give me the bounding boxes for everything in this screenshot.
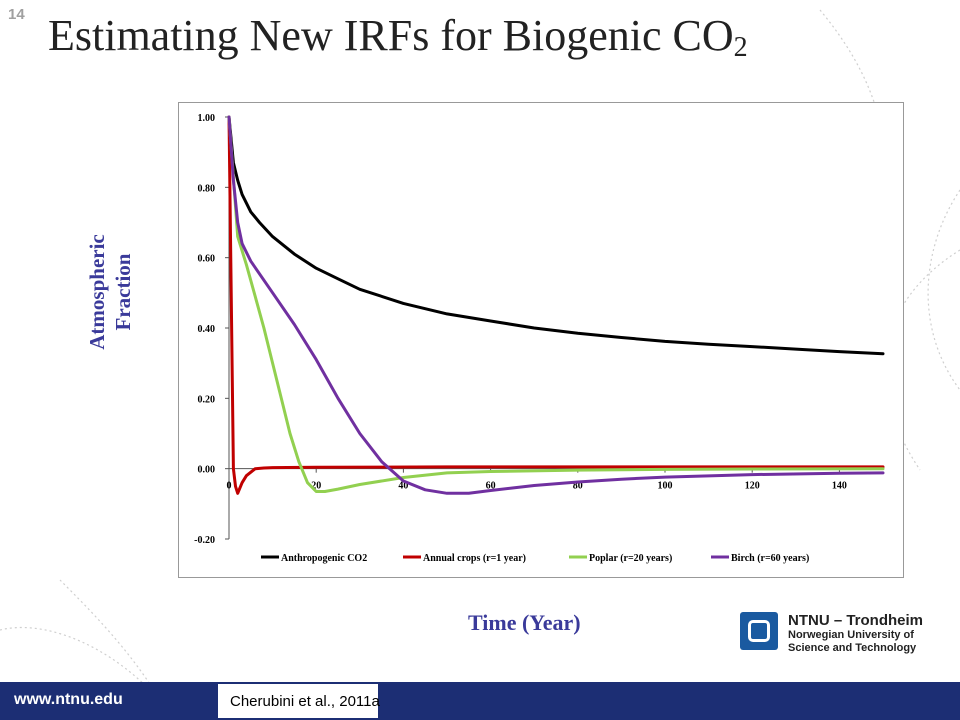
line-chart: 1.00 0.80 0.60 0.40 0.20 0.00 -0.20 0 20 40 60 80 10… — [194, 113, 885, 564]
footer-url-link[interactable]: www.ntnu.edu — [14, 691, 123, 708]
slide-title-main: Estimating New IRFs for Biogenic CO — [48, 11, 734, 60]
x-tick-label: 20 — [311, 481, 321, 492]
y-tick-label: 0.40 — [198, 324, 216, 335]
y-tick-label: 0.60 — [198, 254, 216, 265]
slide-title: Estimating New IRFs for Biogenic CO2 — [48, 10, 748, 64]
y-axis-label-line2: Fraction — [111, 253, 135, 331]
legend-label-2: Annual crops (r=1 year) — [423, 553, 526, 564]
ntnu-logo-icon — [740, 612, 778, 650]
org-name-line2: Norwegian University of — [788, 629, 914, 641]
x-tick-label: 120 — [745, 481, 760, 492]
citation-box: Cherubini et al., 2011a — [218, 684, 380, 718]
org-name-line1: NTNU – Trondheim — [788, 612, 924, 629]
legend-label-1: Anthropogenic CO2 — [281, 553, 367, 564]
citation-text: Cherubini et al., 2011a — [230, 693, 380, 710]
x-tick-label: 80 — [573, 481, 583, 492]
series-line-4 — [227, 115, 885, 495]
y-tick-label: 0.20 — [198, 394, 216, 405]
y-tick-label: 1.00 — [198, 113, 216, 124]
ntnu-org-name: NTNU – Trondheim Norwegian University of… — [788, 612, 923, 655]
x-tick-label: 100 — [658, 481, 673, 492]
x-tick-label: 60 — [486, 481, 496, 492]
y-tick-label: 0.80 — [198, 183, 216, 194]
org-name-line3: Science and Technology — [788, 642, 917, 654]
series-line-3 — [227, 115, 885, 493]
legend-label-3: Poplar (r=20 years) — [589, 553, 672, 564]
slide-number: 14 — [8, 6, 25, 23]
series-line-2 — [227, 115, 885, 495]
y-tick-label: 0.00 — [198, 465, 216, 476]
x-tick-label: 0 — [227, 481, 232, 492]
legend-label-4: Birch (r=60 years) — [731, 553, 809, 564]
y-axis-label: Atmospheric Fraction — [84, 234, 136, 349]
x-axis-label: Time (Year) — [468, 610, 581, 635]
y-tick-label: -0.20 — [194, 535, 215, 546]
chart-panel: 1.00 0.80 0.60 0.40 0.20 0.00 -0.20 0 20 40 60 80 10… — [178, 102, 904, 578]
slide-title-subscript: 2 — [733, 32, 748, 63]
series-line-1 — [227, 115, 885, 356]
y-axis-label-line1: Atmospheric — [85, 234, 109, 350]
x-tick-label: 40 — [398, 481, 408, 492]
footer-bar: www.ntnu.edu — [0, 682, 960, 720]
x-tick-label: 140 — [832, 481, 847, 492]
